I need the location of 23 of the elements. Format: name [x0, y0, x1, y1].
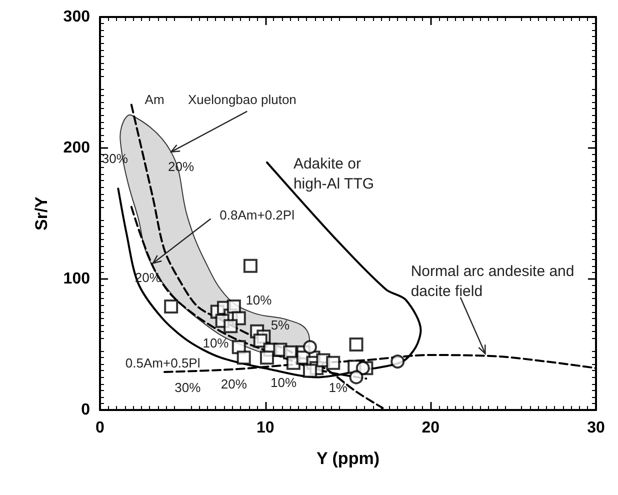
x-tick-label: 10: [256, 420, 274, 436]
y-axis-title: Sr/Y: [32, 196, 51, 231]
annotation: 10%: [270, 374, 297, 390]
x-tick-label: 0: [96, 420, 105, 436]
y-tick-label: 200: [63, 140, 90, 156]
annotation: 20%: [220, 376, 248, 392]
annotation: Am: [144, 92, 164, 108]
annotation: 30%: [174, 380, 202, 396]
annotation: Xuelongbao pluton: [188, 92, 296, 108]
annotation: Normal arc andesite and dacite field: [410, 263, 578, 300]
annotation: 5%: [270, 317, 290, 332]
x-tick-label: 20: [422, 420, 440, 436]
y-tick-label: 0: [81, 402, 90, 418]
x-tick-label: 30: [587, 420, 605, 436]
annotation: 10%: [202, 336, 230, 351]
y-tick-label: 100: [63, 270, 90, 288]
annotation: 1%: [328, 380, 348, 396]
x-axis-title: Y (ppm): [316, 449, 380, 468]
annotation: 0.5Am+0.5Pl: [125, 355, 200, 370]
annotation: 0.8Am+0.2Pl: [220, 207, 295, 222]
annotation: 10%: [246, 292, 272, 308]
annotation: Adakite or high-Al TTG: [293, 156, 374, 193]
y-tick-label: 300: [63, 8, 90, 26]
